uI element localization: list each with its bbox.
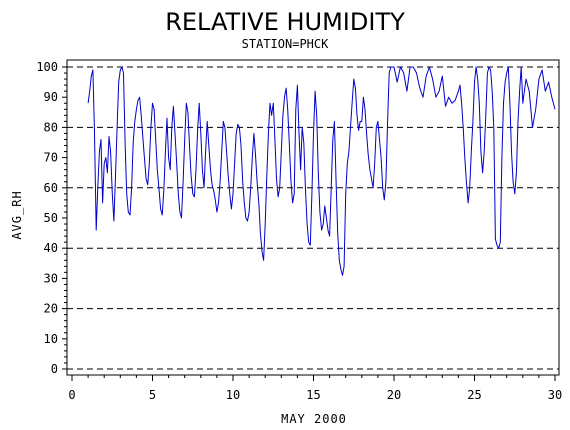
y-axis-label: AVG_RH [10,190,24,239]
y-tick-label: 30 [44,271,58,285]
x-tick-label: 0 [68,388,75,402]
series-layer [87,66,556,276]
y-tick-label: 50 [44,211,58,225]
y-tick-label: 40 [44,241,58,255]
x-axis-label: MAY 2000 [281,412,347,426]
y-axis: 0 10 20 30 40 50 60 70 80 90 100 [36,60,67,376]
x-tick-label: 15 [306,388,320,402]
y-tick-label: 20 [44,302,58,316]
y-tick-label: 10 [44,332,58,346]
x-tick-label: 30 [548,388,562,402]
y-tick-label: 100 [36,60,58,74]
y-tick-label: 60 [44,181,58,195]
chart-title: RELATIVE HUMIDITY [165,8,405,36]
x-tick-label: 20 [387,388,401,402]
x-tick-label: 5 [149,388,156,402]
x-tick-label: 25 [467,388,481,402]
y-tick-label: 80 [44,120,58,134]
y-tick-label: 0 [51,362,58,376]
plot-frame [66,59,560,376]
chart-subtitle: STATION=PHCK [242,37,329,51]
series-line-0 [87,66,556,276]
reference-lines [67,66,559,370]
x-tick-label: 10 [226,388,240,402]
y-tick-label: 90 [44,90,58,104]
x-axis: 0 5 10 15 20 25 30 [68,375,562,402]
y-tick-label: 70 [44,151,58,165]
